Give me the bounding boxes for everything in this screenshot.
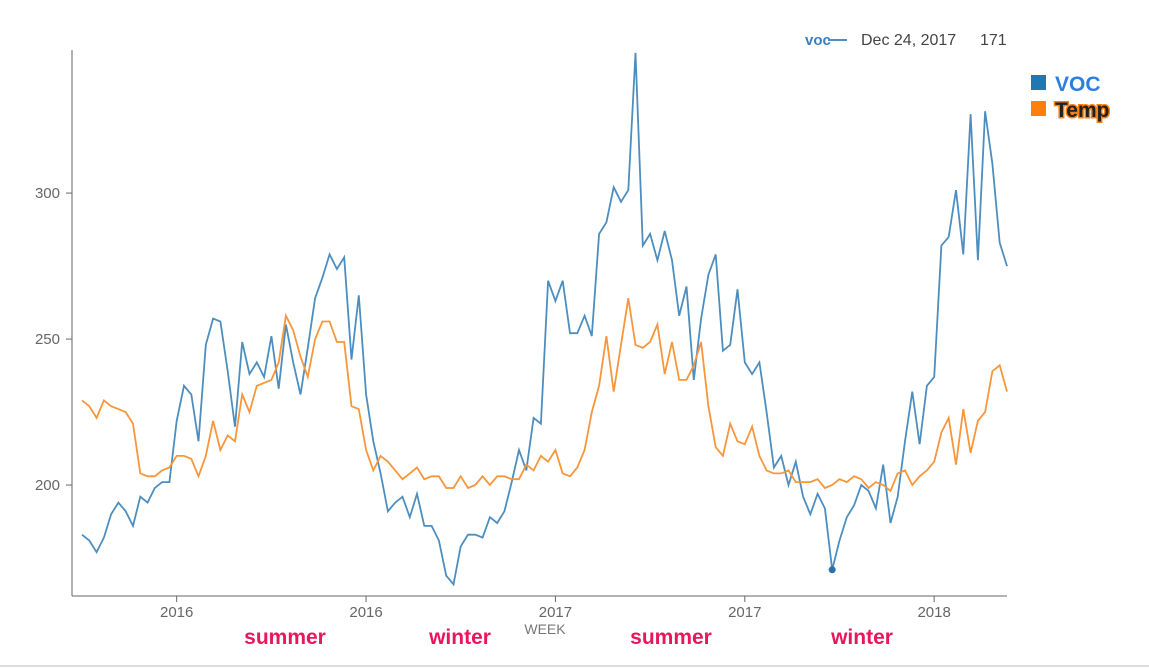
x-tick-label: 2016 [349, 604, 382, 621]
tooltip-date: Dec 24, 2017 [861, 32, 956, 49]
x-tick-label: 2018 [917, 604, 950, 621]
series-line [81, 298, 1008, 493]
legend-swatch [1031, 101, 1046, 116]
annotation: winter [428, 626, 491, 649]
x-tick-label: 2017 [539, 604, 572, 621]
tooltip-value: 171 [980, 32, 1007, 49]
legend-label: Temp [1055, 99, 1109, 122]
annotation: winter [830, 626, 893, 649]
tooltip-series: voc [805, 32, 831, 49]
legend-label: VOC [1055, 73, 1101, 96]
x-axis-label: WEEK [524, 621, 566, 637]
x-tick-label: 2017 [728, 604, 761, 621]
y-tick-label: 200 [35, 477, 60, 494]
y-tick-label: 250 [35, 331, 60, 348]
y-tick-label: 300 [35, 185, 60, 202]
hover-point [828, 566, 836, 574]
annotation: summer [244, 626, 326, 649]
x-tick-label: 2016 [160, 604, 193, 621]
legend-swatch [1031, 75, 1046, 90]
series-line [81, 52, 1008, 587]
annotation: summer [630, 626, 712, 649]
